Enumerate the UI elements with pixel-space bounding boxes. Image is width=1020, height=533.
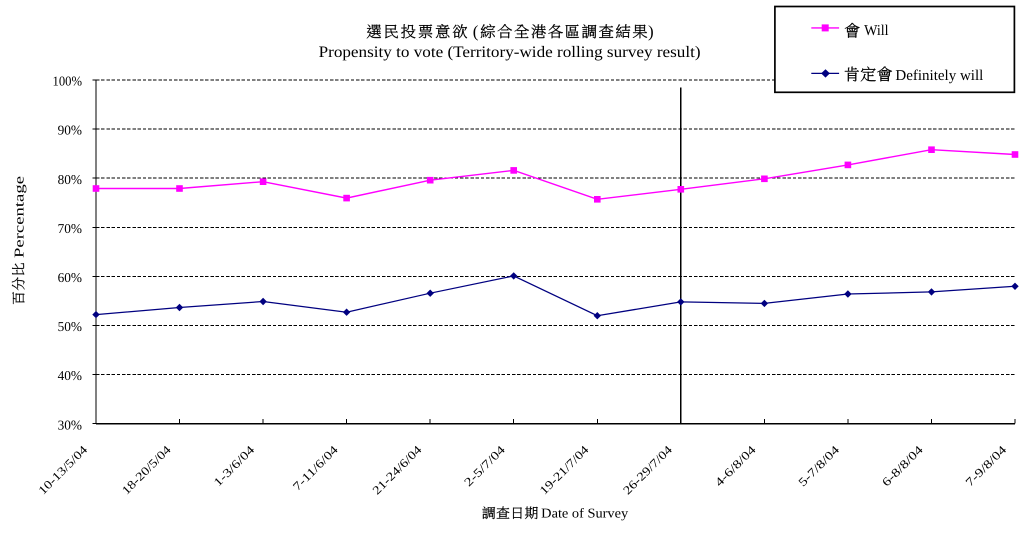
svg-text:70%: 70%	[58, 221, 82, 236]
svg-text:Date of Survey: Date of Survey	[541, 505, 628, 520]
svg-text:60%: 60%	[58, 270, 82, 285]
svg-text:100%: 100%	[53, 74, 83, 89]
svg-text:40%: 40%	[58, 368, 82, 383]
svg-text:30%: 30%	[58, 417, 82, 432]
svg-text:Propensity to vote (Territory-: Propensity to vote (Territory-wide rolli…	[319, 44, 701, 61]
svg-text:Definitely will: Definitely will	[895, 68, 983, 84]
svg-text:Will: Will	[864, 23, 889, 39]
svg-text:50%: 50%	[58, 319, 82, 334]
svg-text:90%: 90%	[58, 123, 82, 138]
svg-text:Percentage: Percentage	[12, 176, 27, 258]
svg-text:80%: 80%	[58, 172, 82, 187]
svg-text:(: (	[473, 22, 479, 41]
svg-text:): )	[648, 22, 654, 41]
